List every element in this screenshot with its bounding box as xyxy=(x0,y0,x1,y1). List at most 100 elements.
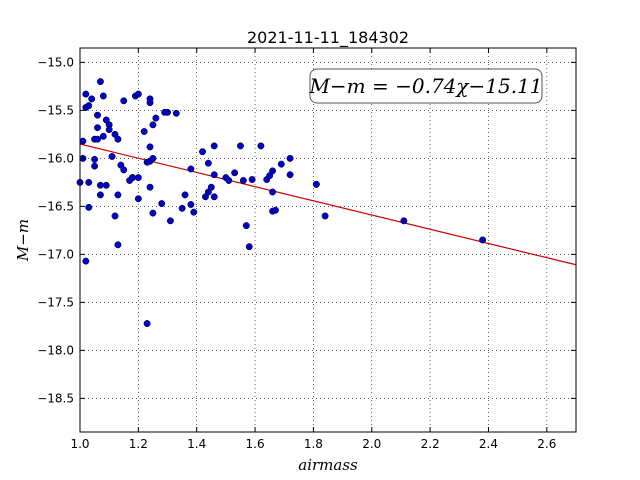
data-point xyxy=(94,111,101,119)
y-axis-label: M−m xyxy=(14,219,32,262)
data-point xyxy=(99,92,107,100)
data-point xyxy=(85,178,93,186)
data-point xyxy=(286,171,294,179)
data-point xyxy=(237,142,244,150)
y-tick-label: −17.0 xyxy=(37,247,74,261)
data-point xyxy=(96,78,104,86)
x-axis-label: airmass xyxy=(298,456,358,474)
data-point xyxy=(187,201,195,208)
data-point xyxy=(479,236,487,244)
fit-line xyxy=(79,143,577,266)
x-tick-label: 2.4 xyxy=(479,437,498,451)
data-point xyxy=(210,142,218,150)
plot-area xyxy=(76,47,577,433)
data-point xyxy=(158,200,166,207)
data-point xyxy=(210,193,218,201)
y-tick-labels: −15.0 −15.5 −16.0 −16.5 −17.0 −17.5 −18.0 −18.5 xyxy=(37,55,74,405)
data-point xyxy=(96,181,104,189)
data-point xyxy=(190,208,198,216)
data-point xyxy=(94,124,101,132)
data-point xyxy=(152,114,160,122)
data-point xyxy=(272,206,279,214)
data-point xyxy=(129,174,136,182)
data-point xyxy=(181,191,189,199)
x-tick-label: 1.8 xyxy=(304,437,323,451)
data-point xyxy=(199,148,206,156)
data-point xyxy=(149,121,157,129)
data-point xyxy=(102,181,110,189)
x-tick-label: 1.0 xyxy=(70,437,89,451)
fit-line-layer xyxy=(79,143,577,266)
fit-equation-box: M−m = −0.74χ−15.11 xyxy=(308,68,543,104)
data-point xyxy=(143,320,151,327)
data-point xyxy=(269,167,277,175)
data-point xyxy=(269,188,277,196)
data-point xyxy=(105,126,113,134)
data-point xyxy=(114,191,122,199)
data-point xyxy=(242,222,250,230)
data-point xyxy=(239,177,247,184)
data-point xyxy=(82,257,90,265)
data-point xyxy=(245,243,253,251)
axis-ticks xyxy=(79,48,576,432)
y-tick-label: −18.0 xyxy=(37,343,74,357)
y-tick-label: −16.5 xyxy=(37,199,74,213)
data-point xyxy=(134,174,142,182)
data-point xyxy=(140,128,148,135)
x-tick-label: 1.4 xyxy=(187,437,206,451)
data-point xyxy=(94,135,101,143)
data-point xyxy=(91,155,99,163)
grid-lines xyxy=(79,48,576,432)
data-point xyxy=(114,135,122,143)
y-tick-label: −18.5 xyxy=(37,391,74,405)
data-point xyxy=(108,153,116,160)
y-tick-label: −15.5 xyxy=(37,103,74,117)
data-point xyxy=(134,195,142,203)
equation-frame xyxy=(309,68,543,104)
data-point xyxy=(120,97,128,105)
data-point xyxy=(99,132,107,140)
plot-background xyxy=(80,48,576,432)
data-point xyxy=(85,102,93,110)
data-point xyxy=(210,171,218,179)
data-point xyxy=(146,99,154,107)
data-point xyxy=(207,183,215,191)
data-point xyxy=(400,217,408,225)
y-tick-label: −16.0 xyxy=(37,151,74,165)
data-point xyxy=(187,165,195,173)
x-tick-label: 2.6 xyxy=(537,437,556,451)
data-point xyxy=(120,166,128,174)
x-tick-label: 1.2 xyxy=(129,437,148,451)
x-tick-label: 2.2 xyxy=(421,437,440,451)
data-point xyxy=(172,109,180,117)
x-tick-label: 1.6 xyxy=(246,437,265,451)
y-tick-label: −15.0 xyxy=(37,55,74,69)
data-point xyxy=(146,143,154,151)
data-point xyxy=(225,177,233,184)
x-tick-labels: 1.0 1.2 1.4 1.6 1.8 2.0 2.2 2.4 2.6 xyxy=(70,437,556,451)
data-point xyxy=(204,159,212,167)
data-point xyxy=(111,212,119,220)
data-points xyxy=(76,78,487,327)
data-point xyxy=(164,108,171,116)
plot-frame xyxy=(79,47,577,433)
x-tick-label: 2.0 xyxy=(362,437,381,451)
data-point xyxy=(149,154,157,162)
data-point xyxy=(248,176,256,183)
data-point xyxy=(277,160,285,168)
data-point xyxy=(178,204,186,212)
data-point xyxy=(134,90,142,98)
data-point xyxy=(257,142,265,150)
data-point xyxy=(166,217,174,225)
y-tick-label: −17.5 xyxy=(37,295,74,309)
data-point xyxy=(149,209,157,217)
data-point xyxy=(114,241,122,249)
data-point xyxy=(88,95,96,103)
fit-equation: M−m = −0.74χ−15.11 xyxy=(308,74,542,98)
data-point xyxy=(91,162,99,170)
data-point xyxy=(146,183,154,191)
data-point xyxy=(96,191,104,199)
chart-title: 2021-11-11_184302 xyxy=(247,28,409,48)
data-point xyxy=(79,137,87,145)
